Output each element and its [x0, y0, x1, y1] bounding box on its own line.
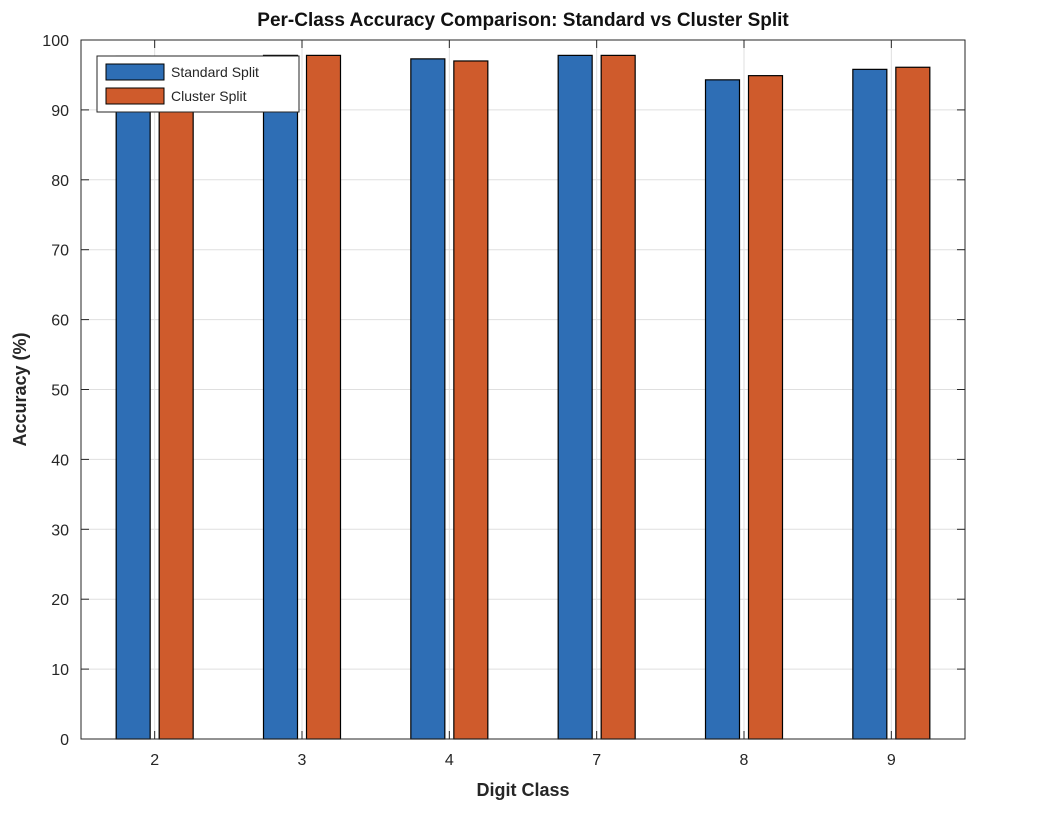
y-tick-label-80: 80: [51, 173, 69, 190]
y-tick-label-100: 100: [42, 33, 69, 50]
x-tick-label-7: 7: [592, 752, 601, 769]
y-tick-label-40: 40: [51, 452, 69, 469]
y-tick-label-50: 50: [51, 383, 69, 400]
y-tick-label-10: 10: [51, 662, 69, 679]
bar-standard-split-9: [852, 68, 888, 740]
legend-label-cluster-split: Cluster Split: [171, 88, 247, 104]
x-axis-label: Digit Class: [476, 780, 569, 800]
x-tick-label-3: 3: [298, 752, 307, 769]
bar-cluster-split-7: [600, 54, 636, 740]
chart-title: Per-Class Accuracy Comparison: Standard …: [257, 10, 789, 31]
legend-swatch-standard-split: [105, 63, 165, 81]
bar-cluster-split-8: [747, 75, 784, 740]
bars: [115, 54, 931, 740]
y-tick-label-90: 90: [51, 103, 69, 120]
bar-standard-split-2: [115, 55, 151, 740]
x-tick-label-8: 8: [740, 752, 749, 769]
bar-cluster-split-2: [158, 57, 194, 740]
y-tick-label-60: 60: [51, 313, 69, 330]
y-tick-label-20: 20: [51, 592, 69, 609]
x-tick-label-9: 9: [887, 752, 896, 769]
x-tick-label-4: 4: [445, 752, 454, 769]
bar-cluster-split-9: [895, 66, 931, 740]
y-tick-label-0: 0: [60, 732, 69, 749]
y-tick-label-70: 70: [51, 243, 69, 260]
legend: Standard Split Cluster Split: [96, 55, 300, 113]
bar-standard-split-3: [262, 54, 299, 740]
bar-standard-split-7: [557, 54, 593, 740]
bar-standard-split-4: [410, 58, 446, 740]
legend-swatch-cluster-split: [105, 87, 165, 105]
y-axis-label: Accuracy (%): [10, 332, 30, 446]
legend-label-standard-split: Standard Split: [171, 64, 259, 80]
bar-standard-split-8: [704, 79, 741, 740]
y-tick-label-30: 30: [51, 522, 69, 539]
bar-cluster-split-4: [453, 60, 489, 740]
axis-ticks: 0 10 20 30 40 50 60 70 80 90 100 2 3 4 7 8 9: [42, 33, 965, 769]
bar-cluster-split-3: [305, 54, 342, 740]
x-tick-label-2: 2: [150, 752, 159, 769]
